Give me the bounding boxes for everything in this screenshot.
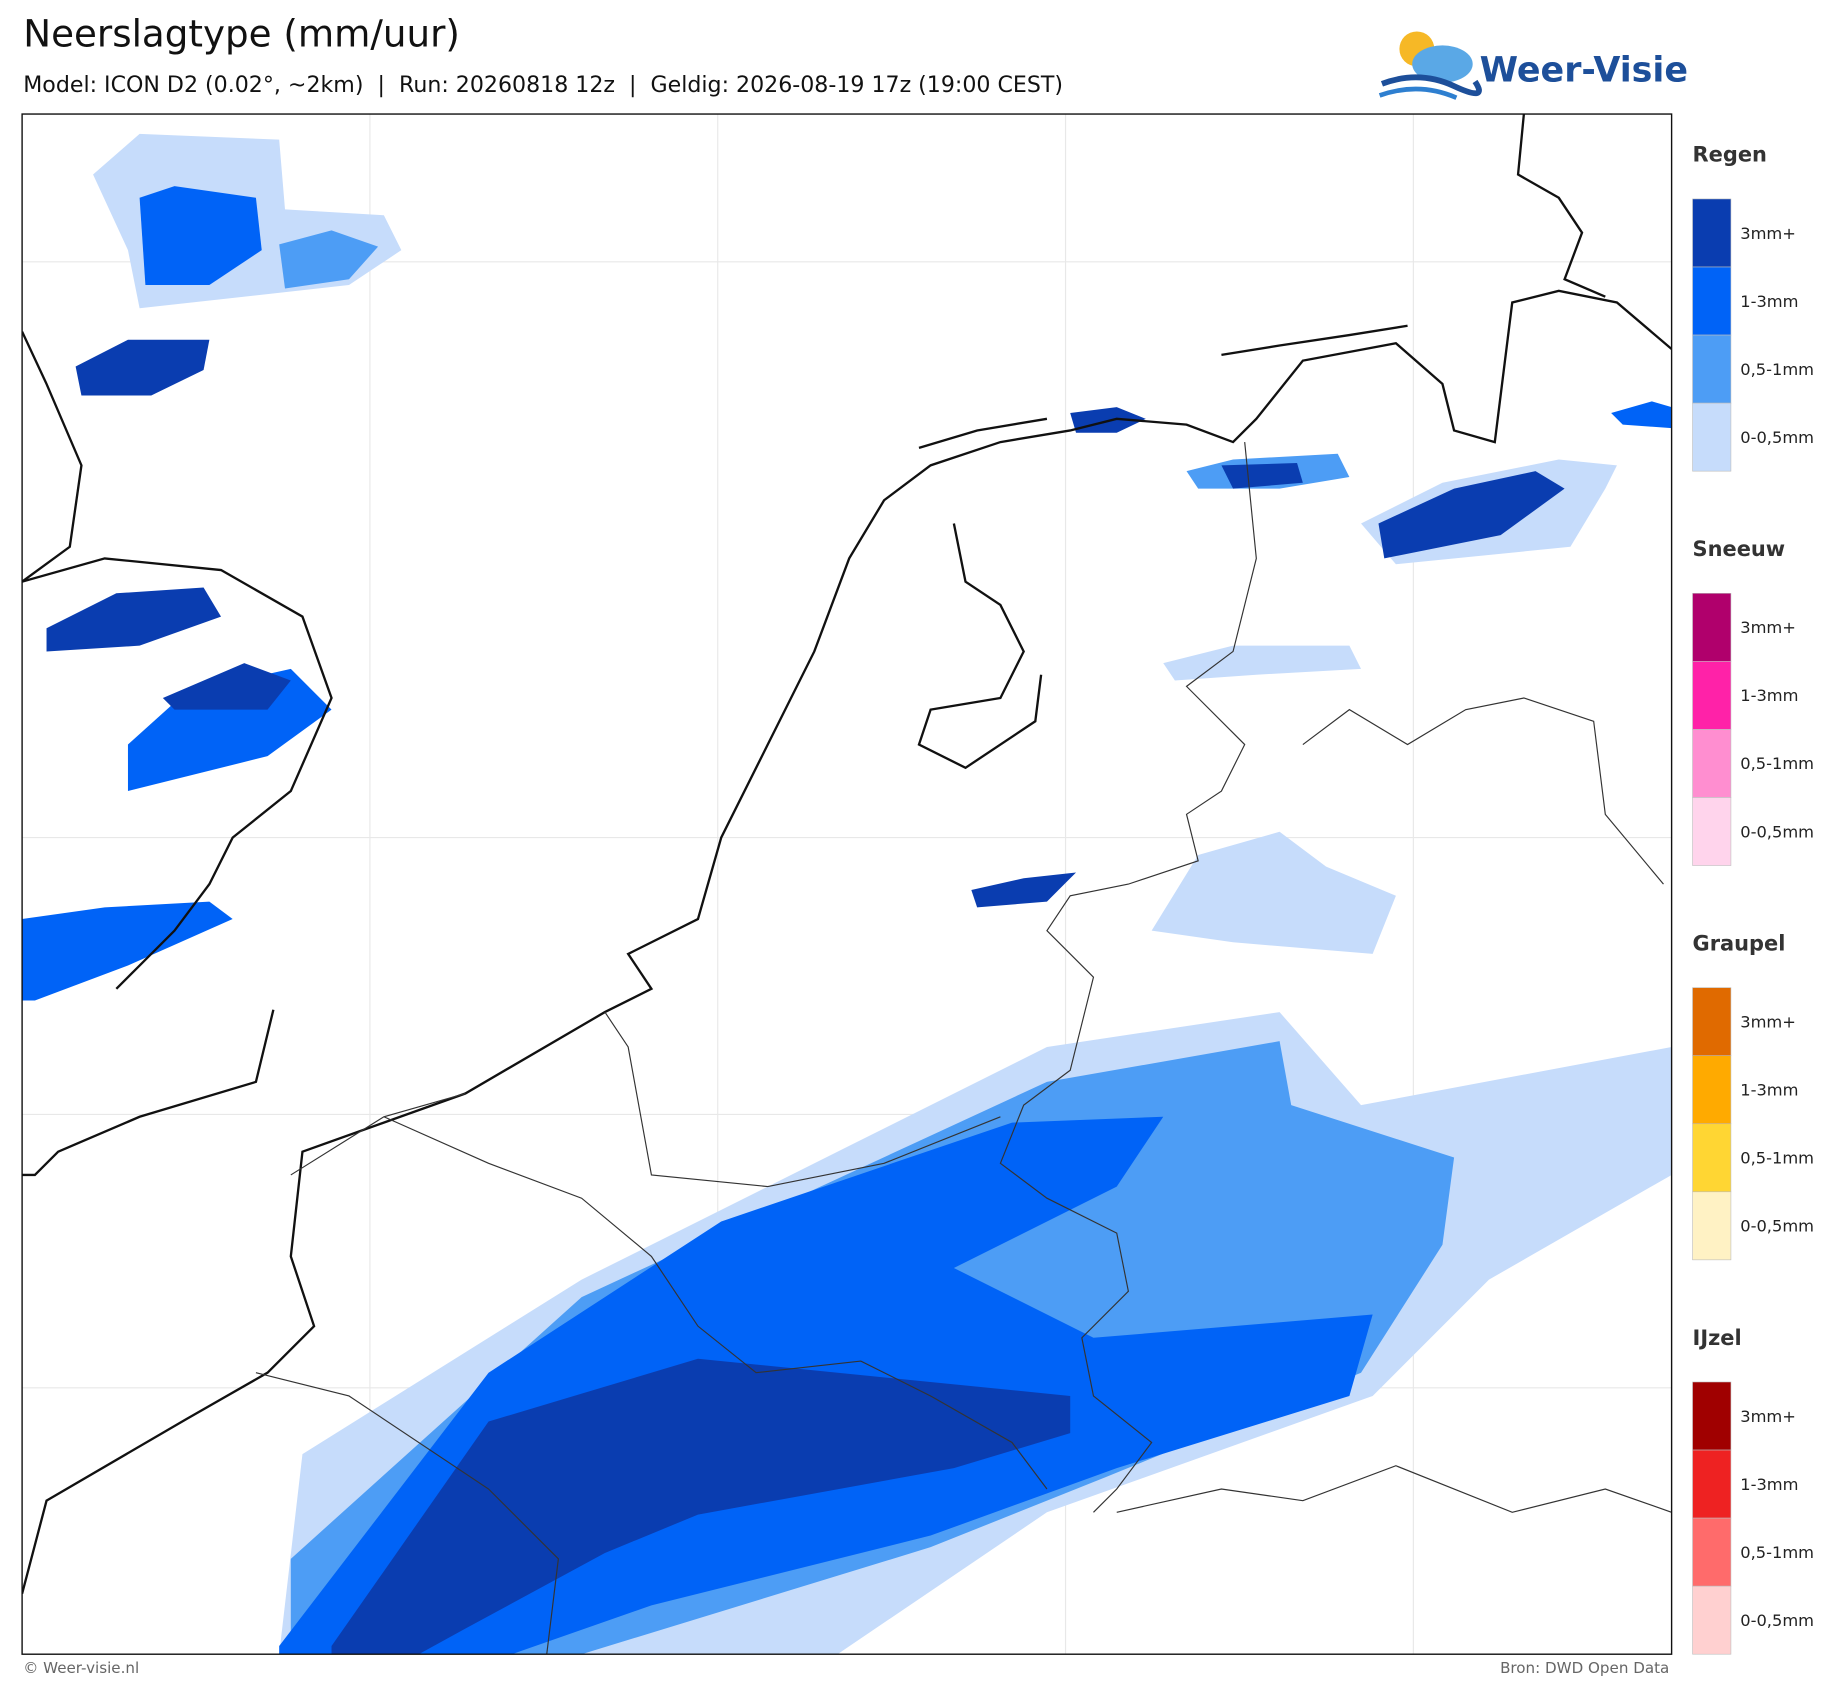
rain-area [139,186,262,286]
coastline [22,289,1672,1595]
coastline [22,1009,275,1177]
border [999,442,1257,1513]
legend-swatch [1692,198,1732,268]
borders [255,442,1672,1655]
legend-swatch [1692,334,1732,404]
rain-area [75,339,210,396]
rain-area [279,230,379,289]
rain-area [331,1358,1071,1655]
footer-source: Bron: DWD Open Data [1500,1659,1669,1677]
rain-area [1378,471,1565,559]
legend-label: 3mm+ [1740,618,1796,637]
logo-text: Weer-Visie [1480,50,1688,90]
border [1302,697,1664,885]
coastlines [22,114,1672,1595]
footer-credit: © Weer-visie.nl [23,1659,139,1677]
legend-label: 1-3mm [1740,292,1798,311]
rain-area [1151,831,1396,954]
border [383,1116,1048,1490]
legend-label: 0,5-1mm [1740,1149,1814,1168]
legend-label: 1-3mm [1740,1475,1798,1494]
legend-label: 1-3mm [1740,686,1798,705]
rain-area [971,872,1077,908]
legend-label: 0,5-1mm [1740,360,1814,379]
legend-swatch [1692,729,1732,798]
legend-swatch [1692,1055,1732,1125]
map-frame [21,113,1673,1655]
legend-group-title: IJzel [1693,1326,1742,1350]
rain-area [1163,645,1362,681]
rain-area [22,901,233,1001]
legend-swatch [1692,1123,1732,1193]
border [604,1011,1001,1188]
legend-swatch [1692,402,1732,472]
legend-swatch [1692,1585,1732,1655]
logo-wave [1380,74,1482,97]
rain-area [1221,463,1303,489]
legend-label: 3mm+ [1740,1012,1796,1031]
legend-label: 0-0,5mm [1740,1611,1814,1630]
legend-label: 1-3mm [1740,1081,1798,1100]
legend-label: 3mm+ [1740,1407,1796,1426]
legend-group-title: Graupel [1693,931,1786,955]
ijsselmeer [917,523,1043,770]
legend-swatch [1692,266,1732,336]
legend-label: 3mm+ [1740,224,1796,243]
legend-swatch [1692,797,1732,866]
legend-swatch [1692,661,1732,730]
rain-area [46,587,222,652]
legend-swatch [1692,1449,1732,1519]
legend-label: 0-0,5mm [1740,1217,1814,1236]
legend-swatch [1692,593,1732,662]
logo: Weer-Visie [1378,31,1688,100]
legend-swatch [1692,987,1732,1056]
legend-group-title: Regen [1693,143,1767,167]
subtitle: Model: ICON D2 (0.02°, ~2km) | Run: 2026… [23,72,1063,98]
islands [918,324,1408,450]
precipitation [22,133,1672,1655]
logo-cloud [1412,45,1473,83]
map [22,114,1672,1655]
title: Neerslagtype (mm/uur) [23,12,460,56]
legend-swatch [1692,1381,1732,1451]
border [255,1092,559,1655]
legend-label: 0-0,5mm [1740,822,1814,841]
legend: Regen 3mm+ 1-3mm 0,5-1mm 0-0,5mm Sneeuw 3mm+ 1-… [1692,143,1814,1655]
coastline [22,331,83,583]
border [1116,1465,1672,1513]
legend-label: 0-0,5mm [1740,428,1814,447]
rain-area [162,663,291,710]
coastline [1516,114,1606,298]
rain-area [1611,401,1672,429]
legend-label: 0,5-1mm [1740,754,1814,773]
legend-group-title: Sneeuw [1693,537,1786,561]
legend-label: 0,5-1mm [1740,1543,1814,1562]
coastline [22,557,333,990]
legend-swatch [1692,1517,1732,1587]
legend-swatch [1692,1191,1732,1261]
logo-wave [1378,86,1458,100]
